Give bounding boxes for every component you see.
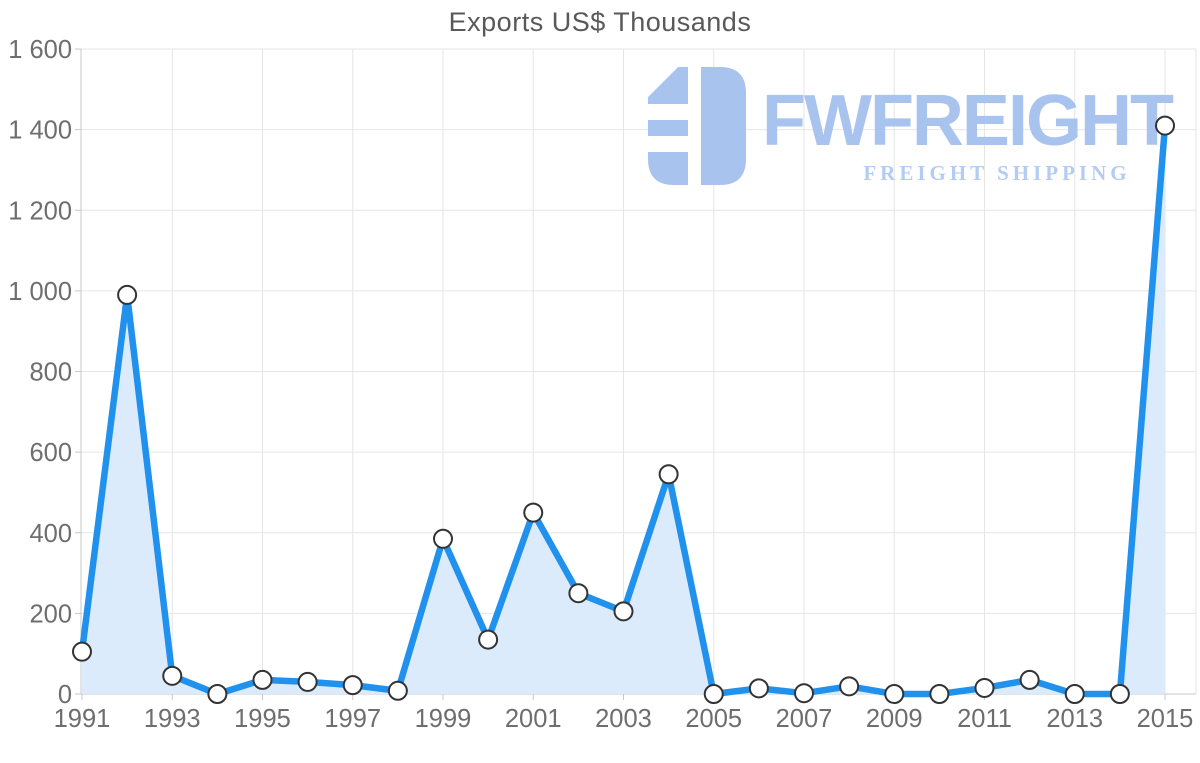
data-point-1999[interactable] [433,528,453,549]
data-point-2009[interactable] [884,684,905,704]
data-point-2007[interactable] [794,683,814,704]
data-point-2006[interactable] [748,678,769,699]
fwfreight-logo-icon [648,67,746,185]
y-axis-label-1600: 1 600 [8,36,72,64]
y-axis-label-1400: 1 400 [8,117,72,145]
data-point-2000[interactable] [478,629,499,650]
y-axis-label-200: 200 [29,600,72,628]
x-axis-label-1991: 1991 [54,705,111,733]
data-point-1993[interactable] [162,665,183,686]
x-axis-label-2003: 2003 [595,705,652,733]
data-point-2012[interactable] [1019,669,1040,690]
data-point-2005[interactable] [703,684,724,704]
x-axis-label-2011: 2011 [957,705,1012,733]
y-axis-label-0: 0 [58,681,72,709]
x-axis-label-2009: 2009 [866,705,923,733]
chart-title: Exports US$ Thousands [448,7,752,37]
y-axis-label-400: 400 [29,520,72,548]
x-axis-label-2005: 2005 [685,705,742,733]
data-point-1991[interactable] [72,641,92,662]
y-axis-label-1200: 1 200 [8,197,72,225]
x-axis-label-1997: 1997 [324,705,381,733]
y-axis-label-1000: 1 000 [8,278,72,306]
data-point-2013[interactable] [1064,684,1085,704]
data-point-1996[interactable] [297,671,318,692]
data-point-2014[interactable] [1109,684,1130,704]
x-axis-label-1995: 1995 [234,705,291,733]
watermark-logo: FWFREIGHT FREIGHT SHIPPING [648,67,1174,186]
watermark-brand: FWFREIGHT [762,81,1174,161]
data-point-2008[interactable] [839,676,860,697]
data-point-2002[interactable] [568,583,589,604]
data-point-1994[interactable] [207,684,228,704]
x-axis-label-2015: 2015 [1137,705,1194,733]
y-axis-label-800: 800 [29,359,72,387]
data-point-1997[interactable] [342,675,363,696]
data-point-2004[interactable] [658,464,679,485]
data-point-2010[interactable] [929,684,950,704]
x-axis-label-2013: 2013 [1046,705,1103,733]
data-point-2003[interactable] [613,601,634,622]
data-point-2015[interactable] [1155,115,1175,136]
x-axis-label-2001: 2001 [505,705,562,733]
data-point-1995[interactable] [252,669,273,690]
y-axis-label-600: 600 [29,439,72,467]
x-axis-label-1993: 1993 [144,705,201,733]
watermark-tagline: FREIGHT SHIPPING [863,161,1131,185]
data-point-1992[interactable] [117,284,138,305]
x-axis-label-2007: 2007 [776,705,833,733]
x-axis-label-1999: 1999 [415,705,472,733]
data-point-1998[interactable] [387,680,408,701]
data-point-2011[interactable] [974,677,995,698]
data-point-2001[interactable] [523,502,544,523]
